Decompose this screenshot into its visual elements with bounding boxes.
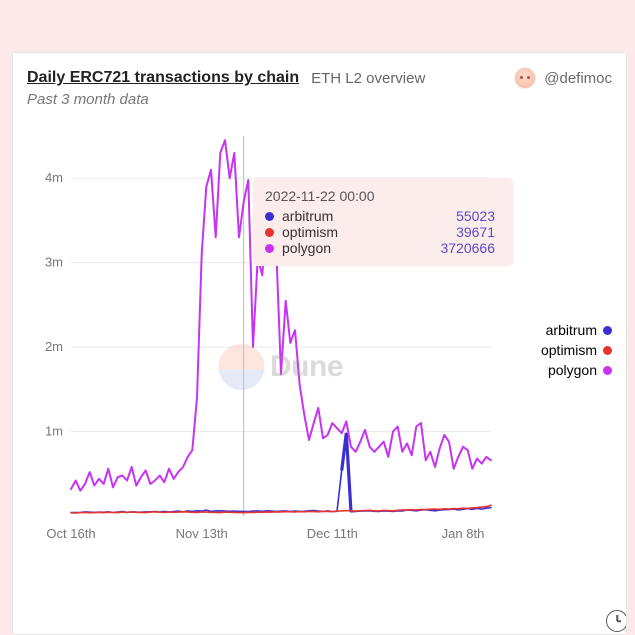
legend-dot-icon (603, 346, 612, 355)
tooltip-value: 39671 (456, 224, 495, 240)
tooltip-dot-icon (265, 228, 274, 237)
legend-dot-icon (603, 366, 612, 375)
svg-text:3m: 3m (45, 255, 63, 270)
chart-card: Daily ERC721 transactions by chain ETH L… (12, 52, 627, 635)
legend-dot-icon (603, 326, 612, 335)
legend-label: optimism (541, 342, 597, 358)
svg-text:Oct 16th: Oct 16th (46, 526, 95, 541)
hover-tooltip: 2022-11-22 00:00 arbitrum 55023 optimism 39… (253, 178, 513, 266)
svg-text:1m: 1m (45, 424, 63, 439)
tooltip-dot-icon (265, 244, 274, 253)
clock-icon[interactable] (606, 610, 627, 632)
legend-label: arbitrum (546, 322, 597, 338)
tooltip-row-polygon: polygon 3720666 (265, 240, 495, 256)
svg-text:2m: 2m (45, 339, 63, 354)
chart-zone: Dune 1m2m3m4mOct 16thNov 13thDec 11thJan… (27, 132, 612, 602)
card-header: Daily ERC721 transactions by chain ETH L… (27, 67, 612, 89)
svg-text:4m: 4m (45, 170, 63, 185)
chart-subtitle: ETH L2 overview (311, 70, 425, 87)
svg-text:Dec 11th: Dec 11th (307, 526, 358, 541)
tooltip-value: 3720666 (440, 240, 495, 256)
tooltip-timestamp: 2022-11-22 00:00 (265, 188, 495, 204)
avatar-icon (514, 67, 536, 89)
tooltip-row-optimism: optimism 39671 (265, 224, 495, 240)
author-handle: @defimoc (544, 70, 612, 87)
chart-title-link[interactable]: Daily ERC721 transactions by chain (27, 69, 299, 87)
legend-item-arbitrum[interactable]: arbitrum (534, 322, 612, 338)
legend-item-optimism[interactable]: optimism (534, 342, 612, 358)
author-block[interactable]: @defimoc (514, 67, 612, 89)
legend: arbitrum optimism polygon (534, 132, 612, 602)
tooltip-series-label: arbitrum (282, 208, 333, 224)
tooltip-series-label: optimism (282, 224, 338, 240)
tooltip-value: 55023 (456, 208, 495, 224)
tooltip-dot-icon (265, 212, 274, 221)
legend-item-polygon[interactable]: polygon (534, 362, 612, 378)
tooltip-series-label: polygon (282, 240, 331, 256)
plot-column[interactable]: Dune 1m2m3m4mOct 16thNov 13thDec 11thJan… (27, 132, 534, 602)
legend-label: polygon (548, 362, 597, 378)
svg-text:Nov 13th: Nov 13th (176, 526, 228, 541)
svg-text:Jan 8th: Jan 8th (442, 526, 485, 541)
tooltip-row-arbitrum: arbitrum 55023 (265, 208, 495, 224)
date-range-note: Past 3 month data (27, 91, 612, 108)
page-top-band (0, 0, 635, 52)
